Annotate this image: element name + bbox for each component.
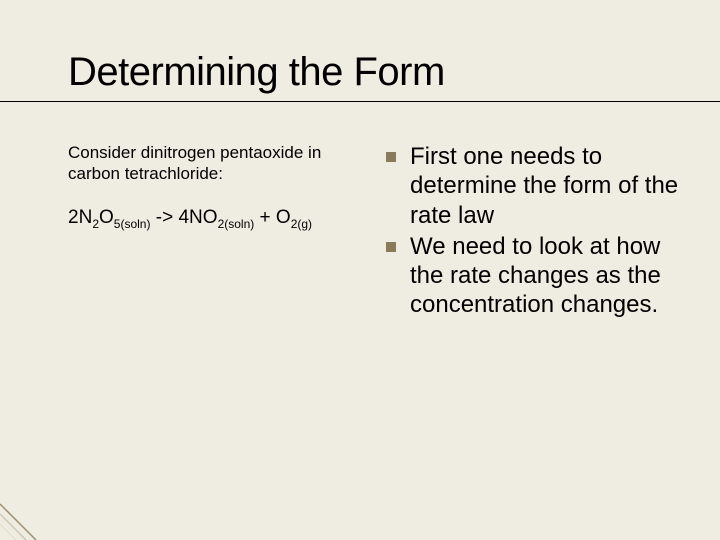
eq-r1-elA: N [79, 207, 93, 228]
bullet-item: We need to look at how the rate changes … [386, 232, 686, 320]
bullet-text: We need to look at how the rate changes … [410, 232, 686, 320]
bullet-marker-icon [386, 152, 396, 162]
left-column: Consider dinitrogen pentaoxide in carbon… [68, 142, 368, 322]
corner-line-2 [0, 514, 26, 540]
eq-p2-el: O [276, 207, 291, 228]
corner-accent-icon [0, 498, 42, 540]
eq-p1-phase: (soln) [224, 216, 254, 230]
eq-p1-coef: 4 [178, 207, 189, 228]
right-column: First one needs to determine the form of… [386, 142, 686, 322]
eq-p1-elB: O [203, 207, 218, 228]
left-intro-text: Consider dinitrogen pentaoxide in carbon… [68, 142, 368, 185]
eq-r1-phase: (soln) [120, 216, 150, 230]
content-area: Consider dinitrogen pentaoxide in carbon… [68, 142, 686, 322]
bullet-text: First one needs to determine the form of… [410, 142, 686, 230]
corner-line-1 [0, 504, 36, 540]
eq-r1-coef: 2 [68, 207, 79, 228]
eq-p1-elA: N [189, 207, 203, 228]
title-underline [0, 101, 720, 102]
corner-line-3 [0, 524, 16, 540]
eq-plus: + [254, 207, 276, 228]
eq-r1-subA: 2 [92, 216, 99, 230]
slide: Determining the Form Consider dinitrogen… [0, 0, 720, 540]
eq-arrow: -> [150, 207, 178, 228]
eq-p2-phase: (g) [297, 216, 312, 230]
slide-title: Determining the Form [68, 50, 686, 95]
eq-r1-elB: O [99, 207, 114, 228]
bullet-marker-icon [386, 242, 396, 252]
chemical-equation: 2N2O5(soln) -> 4NO2(soln) + O2(g) [68, 207, 368, 231]
bullet-item: First one needs to determine the form of… [386, 142, 686, 230]
